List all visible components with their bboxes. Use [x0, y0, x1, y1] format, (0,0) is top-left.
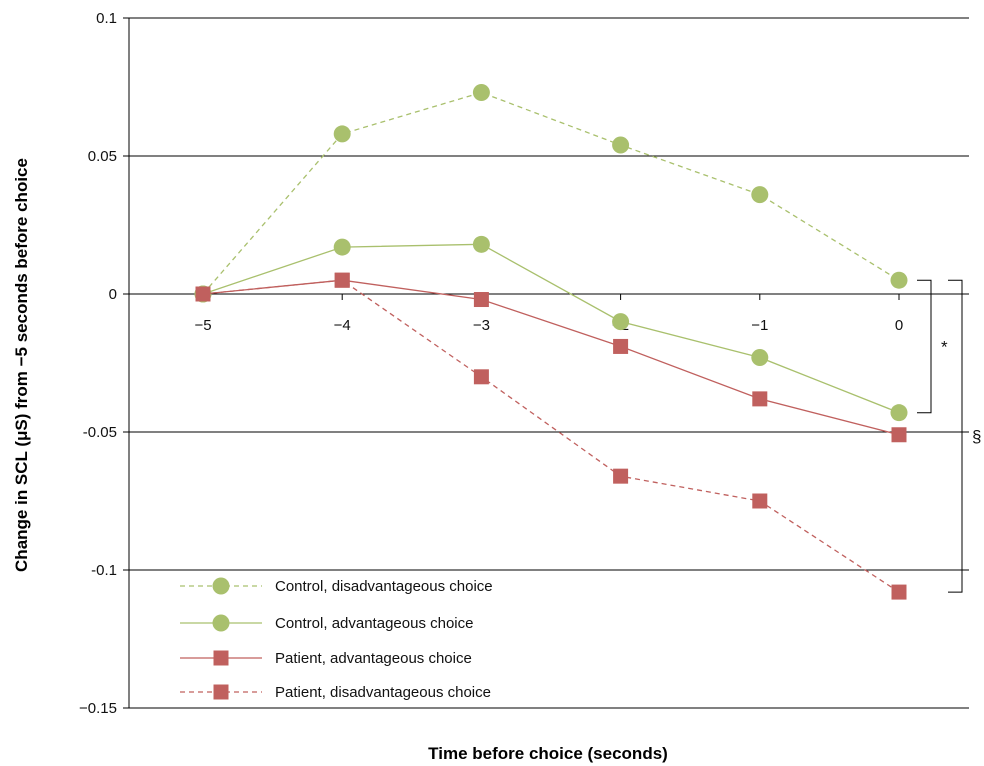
data-series — [194, 84, 908, 600]
data-point — [473, 369, 489, 385]
data-point — [333, 125, 351, 143]
y-tick-label: 0.05 — [88, 148, 117, 165]
y-axis-title: Change in SCL (μS) from −5 seconds befor… — [12, 158, 31, 572]
data-point — [752, 391, 768, 407]
data-point — [890, 404, 908, 422]
x-axis-title: Time before choice (seconds) — [428, 744, 668, 763]
legend-item: Patient, advantageous choice — [180, 650, 472, 667]
data-point — [472, 84, 490, 102]
legend-item: Control, disadvantageous choice — [180, 577, 493, 595]
gridlines — [129, 17, 969, 709]
significance-label: § — [972, 427, 981, 446]
y-tick-label: -0.05 — [83, 424, 117, 441]
data-point — [891, 584, 907, 600]
data-point — [333, 238, 351, 256]
legend-label: Patient, advantageous choice — [275, 650, 472, 667]
data-point — [473, 292, 489, 308]
series-group — [195, 272, 907, 600]
y-tick-label: −0.15 — [79, 700, 117, 717]
x-tick-label: −3 — [473, 317, 490, 334]
data-point — [334, 272, 350, 288]
series-line — [202, 91, 900, 295]
series-line — [202, 279, 900, 593]
series-line — [202, 243, 900, 414]
y-tick-label: 0 — [109, 286, 117, 303]
data-point — [751, 186, 769, 204]
legend-marker — [212, 577, 230, 595]
series-line — [202, 279, 900, 436]
legend-label: Control, advantageous choice — [275, 615, 473, 632]
x-tick-labels: −5−4−3−2−10 — [194, 294, 903, 334]
x-tick-label: −4 — [334, 317, 351, 334]
y-tick-labels: 0.1 0.05 0 -0.05 -0.1 −0.15 — [79, 10, 129, 717]
series-group — [194, 84, 908, 303]
legend-label: Control, disadvantageous choice — [275, 578, 493, 595]
legend-marker — [213, 684, 229, 700]
data-point — [613, 338, 629, 354]
significance-annotations: *§ — [917, 279, 981, 593]
data-point — [890, 271, 908, 289]
data-point — [472, 235, 490, 253]
legend-marker — [213, 650, 229, 666]
legend-label: Patient, disadvantageous choice — [275, 684, 491, 701]
data-point — [752, 493, 768, 509]
significance-label: * — [941, 337, 948, 356]
significance-bracket — [948, 279, 963, 593]
significance-bracket — [917, 279, 932, 414]
legend-marker — [212, 614, 230, 632]
data-point — [891, 427, 907, 443]
legend: Control, disadvantageous choice Control, … — [180, 577, 493, 701]
x-tick-label: −1 — [751, 317, 768, 334]
data-point — [751, 348, 769, 366]
data-point — [612, 313, 630, 331]
x-tick-label: 0 — [895, 317, 903, 334]
data-point — [613, 468, 629, 484]
data-point — [612, 136, 630, 154]
data-point — [195, 286, 211, 302]
series-group — [194, 235, 908, 422]
y-tick-label: -0.1 — [91, 562, 117, 579]
y-tick-label: 0.1 — [96, 10, 117, 27]
series-group — [195, 272, 907, 443]
legend-item: Control, advantageous choice — [180, 614, 473, 632]
legend-item: Patient, disadvantageous choice — [180, 684, 491, 701]
x-tick-label: −5 — [194, 317, 211, 334]
